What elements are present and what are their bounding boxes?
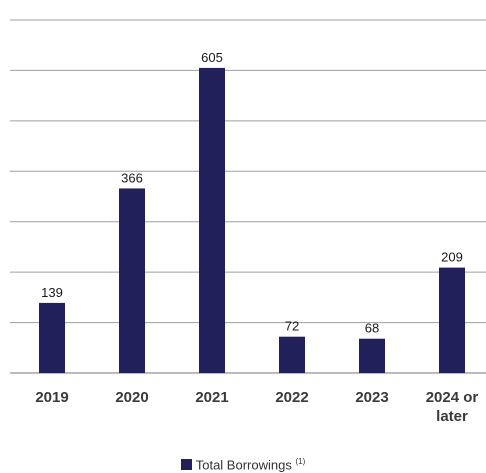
data-label: 139 <box>41 285 63 300</box>
bar-2021 <box>199 67 225 374</box>
bar-2020 <box>119 188 145 373</box>
legend-superscript: (1) <box>295 457 306 466</box>
legend-label: Total Borrowings <box>195 457 292 473</box>
x-tick-label: 2024 or later <box>426 389 479 425</box>
legend: Total Borrowings (1) <box>0 454 486 473</box>
x-tick-label: 2022 <box>275 389 308 406</box>
x-tick-label: 2019 <box>35 389 68 406</box>
bar-2023 <box>359 338 385 373</box>
legend-swatch <box>180 459 192 471</box>
bar-2024-or-later <box>439 267 465 373</box>
x-tick-label: 2021 <box>195 389 228 406</box>
data-label: 72 <box>285 319 299 334</box>
data-label: 209 <box>441 250 463 265</box>
data-label: 605 <box>201 50 223 65</box>
x-tick-label: 2020 <box>115 389 148 406</box>
data-label: 366 <box>121 170 143 185</box>
data-label: 68 <box>365 321 379 336</box>
bar-2019 <box>39 302 65 373</box>
bar-2022 <box>279 336 305 373</box>
x-tick-label: 2023 <box>355 389 388 406</box>
